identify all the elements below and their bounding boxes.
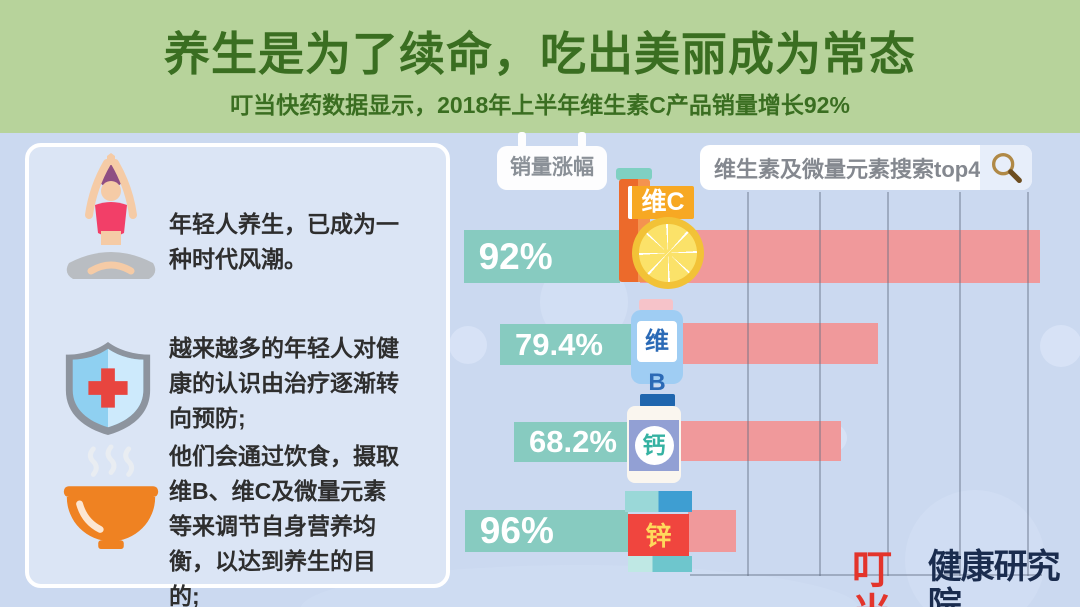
background-dot xyxy=(905,490,1045,607)
sales-value-label: 96% xyxy=(479,510,554,551)
sales-bar-calcium: 68.2% xyxy=(514,422,630,462)
calcium-bottle-cap-icon xyxy=(640,394,675,407)
tag-stub xyxy=(578,132,586,148)
sales-value-label: 68.2% xyxy=(529,424,617,459)
sales-value-label: 92% xyxy=(478,235,553,277)
search-bar-vitb xyxy=(650,323,878,364)
sales-bar-vitb: 79.4% xyxy=(500,324,635,365)
gridline xyxy=(747,192,749,576)
gridline xyxy=(887,192,889,576)
sales-value-label: 79.4% xyxy=(515,326,603,362)
search-label: 维生素及微量元素搜索top4 xyxy=(714,156,981,182)
card-item-text: 年轻人养生，已成为一种时代风潮。 xyxy=(169,211,399,272)
brand-logo-name: 健康研究院 xyxy=(927,548,1061,607)
lemon-slice-icon xyxy=(632,217,704,289)
vitamin-c-bottle-cap-icon xyxy=(616,168,652,180)
yoga-pose-icon xyxy=(61,153,161,295)
card-item-text: 他们会通过饮食，摄取维B、维C及微量元素等来调节自身营养均衡，以达到养生的目的; xyxy=(169,443,399,607)
sales-bar-vitc: 92% xyxy=(463,230,620,283)
sales-growth-tag: 销量涨幅 xyxy=(497,146,607,190)
gridline xyxy=(959,192,961,576)
card-item-text: 越来越多的年轻人对健康的认识由治疗逐渐转向预防; xyxy=(169,335,399,431)
zinc-badge: 锌 xyxy=(628,514,689,558)
insight-card: 年轻人养生，已成为一种时代风潮。 越来越多的年轻人对健康的认识由治疗逐渐转向预防… xyxy=(25,143,450,607)
sales-bar-zinc: 96% xyxy=(464,510,628,552)
zinc-bottle-base-icon xyxy=(628,556,692,572)
background-dot xyxy=(449,326,487,364)
tag-stub xyxy=(518,132,526,148)
vitamin-b-bottle-cap-icon xyxy=(639,299,673,311)
axis-baseline xyxy=(690,574,1042,576)
gridline xyxy=(1027,192,1029,576)
zinc-bottle-cap-icon xyxy=(625,491,692,512)
page-title: 养生是为了续命，吃出美丽成为常态 xyxy=(164,28,916,80)
soup-bowl-icon xyxy=(57,443,165,553)
gridline xyxy=(819,192,821,576)
calcium-badge: 钙 xyxy=(629,420,679,471)
vitamin-c-badge: 维C xyxy=(628,186,694,219)
page-subtitle: 叮当快药数据显示，2018年上半年维生素C产品销量增长92% xyxy=(230,92,850,118)
search-bar-zinc xyxy=(688,510,736,552)
header-banner: 养生是为了续命，吃出美丽成为常态 叮当快药数据显示，2018年上半年维生素C产品… xyxy=(0,0,1080,133)
brand-logo-red: 叮当 xyxy=(852,548,892,607)
magnifier-icon xyxy=(980,145,1032,190)
shield-cross-icon xyxy=(59,339,157,437)
calcium-badge-text: 钙 xyxy=(634,426,674,465)
brand-logo: 叮当 健康研究院 DingDang Institute of Health Re… xyxy=(852,548,1080,607)
search-bar: 维生素及微量元素搜索top4 xyxy=(700,145,1032,190)
search-bar-vitc xyxy=(640,230,1040,283)
background-dot xyxy=(1040,325,1080,367)
vitamin-b-badge: 维B xyxy=(637,321,677,396)
